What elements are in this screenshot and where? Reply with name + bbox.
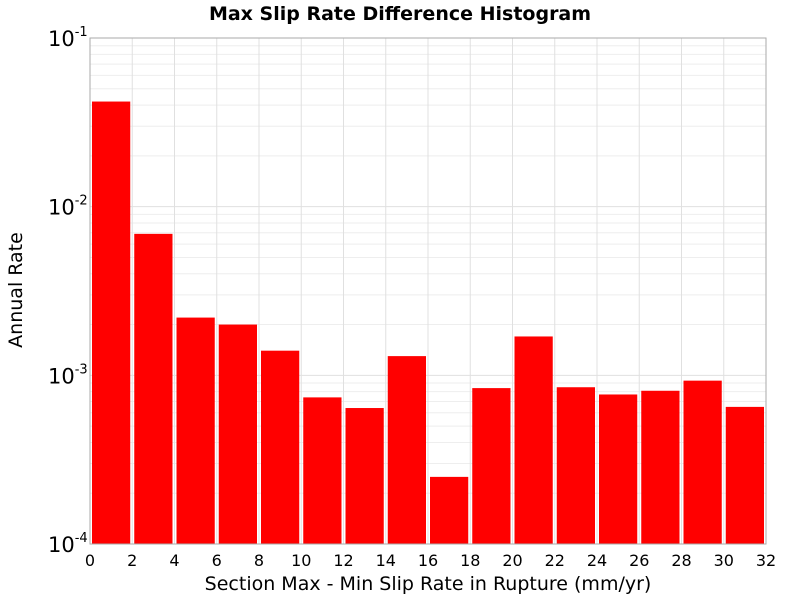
bars — [92, 101, 764, 544]
y-tick-label: 10-4 — [48, 531, 88, 557]
y-axis-label: Annual Rate — [5, 232, 27, 348]
x-tick-label: 22 — [545, 551, 565, 570]
x-tick-label: 24 — [587, 551, 607, 570]
x-tick-label: 8 — [254, 551, 264, 570]
x-tick-label: 26 — [629, 551, 649, 570]
x-tick-label: 4 — [169, 551, 179, 570]
bar — [261, 350, 300, 544]
x-tick-label: 18 — [460, 551, 480, 570]
y-tick-label: 10-1 — [48, 25, 88, 51]
x-tick-label: 32 — [756, 551, 776, 570]
bar — [303, 397, 342, 544]
x-tick-label: 12 — [333, 551, 353, 570]
bar — [92, 101, 131, 544]
bar — [683, 380, 722, 544]
bar — [556, 387, 595, 544]
bar — [599, 394, 638, 544]
x-tick-label: 14 — [376, 551, 396, 570]
y-tick-label: 10-2 — [48, 194, 88, 220]
x-tick-label: 28 — [671, 551, 691, 570]
x-tick-label: 20 — [502, 551, 522, 570]
bar — [725, 406, 764, 544]
bar — [176, 317, 215, 544]
bar — [387, 356, 426, 544]
bar — [472, 388, 511, 544]
x-axis-label: Section Max - Min Slip Rate in Rupture (… — [205, 573, 652, 595]
x-tick-label: 16 — [418, 551, 438, 570]
bar — [514, 336, 553, 544]
y-tick-label: 10-3 — [48, 362, 88, 388]
bar — [430, 476, 469, 544]
x-tick-label: 30 — [714, 551, 734, 570]
bar — [641, 390, 680, 544]
x-tick-label: 0 — [85, 551, 95, 570]
x-tick-label: 6 — [212, 551, 222, 570]
chart-title: Max Slip Rate Difference Histogram — [209, 3, 591, 25]
x-tick-label: 10 — [291, 551, 311, 570]
y-axis-ticks: 10-4 10-3 10-2 10-1 — [48, 25, 88, 557]
x-tick-label: 2 — [127, 551, 137, 570]
bar — [134, 233, 173, 544]
plot-area — [89, 37, 767, 545]
bar — [345, 408, 384, 544]
bar — [218, 324, 257, 544]
x-axis-ticks: 0 2 4 6 8 10 12 14 16 18 20 22 24 26 28 30 32 — [85, 551, 776, 570]
